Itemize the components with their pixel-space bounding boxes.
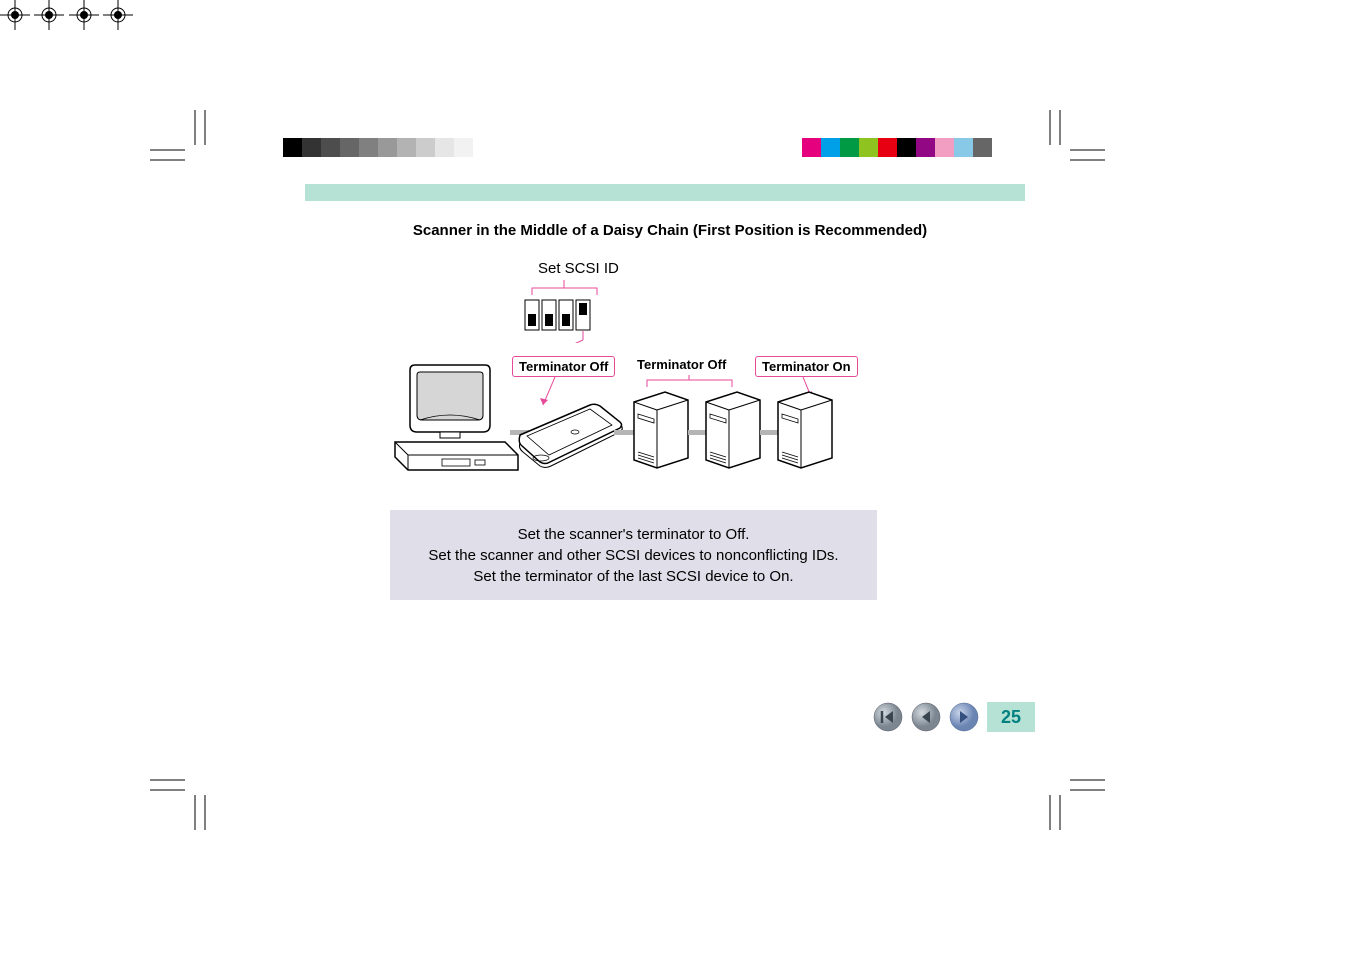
grayscale-ramp	[283, 138, 492, 157]
crop-mark-tl	[150, 110, 210, 170]
instruction-box: Set the scanner's terminator to Off. Set…	[390, 510, 877, 600]
scsi-device-2-icon	[702, 390, 764, 470]
crop-mark-bl	[150, 770, 210, 830]
computer-icon	[390, 360, 520, 480]
scanner-icon	[515, 400, 625, 470]
registration-mark-left	[69, 0, 99, 30]
registration-mark-right	[103, 0, 133, 30]
instruction-line-3: Set the terminator of the last SCSI devi…	[473, 568, 793, 585]
nav-area: 25	[873, 702, 1035, 732]
crop-mark-tr	[1045, 110, 1105, 170]
nav-first-button[interactable]	[873, 702, 903, 732]
crop-mark-br	[1045, 770, 1105, 830]
scsi-daisy-chain-diagram: Set SCSI ID Terminator Off Terminator Of…	[390, 250, 890, 500]
scsi-device-1-icon	[630, 390, 692, 470]
registration-mark-bottom	[34, 0, 64, 30]
page-number: 25	[987, 702, 1035, 732]
section-title: Scanner in the Middle of a Daisy Chain (…	[390, 222, 950, 239]
terminator-off-devices-label: Terminator Off	[637, 357, 726, 372]
terminator-off-scanner-label: Terminator Off	[512, 356, 615, 377]
instruction-line-1: Set the scanner's terminator to Off.	[518, 526, 750, 543]
scsi-id-label: Set SCSI ID	[538, 260, 619, 277]
instruction-line-2: Set the scanner and other SCSI devices t…	[428, 547, 838, 564]
header-bar	[305, 184, 1025, 201]
dip-switches	[523, 298, 603, 343]
nav-prev-button[interactable]	[911, 702, 941, 732]
terminator-on-label: Terminator On	[755, 356, 858, 377]
registration-mark-top	[0, 0, 30, 30]
nav-next-button[interactable]	[949, 702, 979, 732]
scsi-device-3-icon	[774, 390, 836, 470]
color-swatches	[802, 138, 992, 157]
